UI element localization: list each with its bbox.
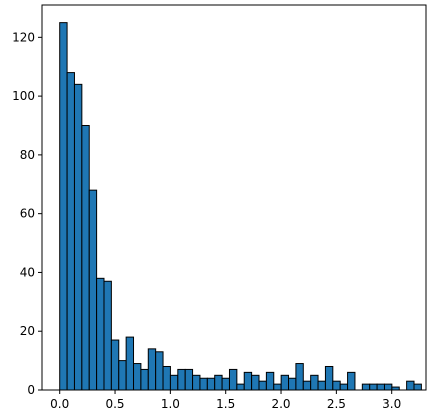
x-tick-label: 3.0 xyxy=(382,397,401,411)
histogram-bar xyxy=(339,383,349,391)
histogram-bar xyxy=(317,380,326,391)
x-tick-label: 0.5 xyxy=(105,397,124,411)
y-tick-label: 60 xyxy=(20,207,35,221)
histogram-bar xyxy=(369,383,378,391)
histogram-bar xyxy=(192,374,201,391)
histogram-bar xyxy=(133,363,142,391)
y-tick-label: 0 xyxy=(27,383,35,397)
histogram-bar xyxy=(110,339,120,391)
histogram-bar xyxy=(310,374,319,391)
histogram-bar xyxy=(88,189,98,391)
histogram-bar xyxy=(295,363,304,391)
histogram-bar xyxy=(140,368,149,391)
histogram-bar xyxy=(162,365,171,391)
histogram-bar xyxy=(361,383,371,391)
y-axis-ticks: 0 20 40 60 80 100 120 xyxy=(12,30,42,397)
histogram-bar xyxy=(118,360,127,391)
y-tick-label: 120 xyxy=(12,30,35,44)
histogram-bar xyxy=(302,380,312,391)
histogram-bar xyxy=(169,374,179,391)
histogram-bar xyxy=(199,377,208,391)
y-tick-label: 80 xyxy=(20,148,35,162)
histogram-bar xyxy=(406,380,415,391)
histogram-bar xyxy=(273,383,282,391)
histogram-bar xyxy=(383,383,393,391)
histogram-bar xyxy=(66,72,75,391)
y-tick-label: 40 xyxy=(20,265,35,279)
histogram-bar xyxy=(288,377,297,391)
histogram-bar xyxy=(177,368,186,391)
histogram-bar xyxy=(206,377,216,391)
histogram-bar xyxy=(236,383,245,391)
histogram-bar xyxy=(228,368,238,391)
x-axis-ticks: 0.0 0.5 1.0 1.5 2.0 2.5 3.0 xyxy=(50,390,401,411)
x-tick-label: 1.5 xyxy=(216,397,235,411)
histogram-bar xyxy=(332,380,341,391)
histogram-bar xyxy=(155,351,164,391)
histogram-bar xyxy=(280,374,290,391)
histogram-bar xyxy=(413,383,422,391)
histogram-bar xyxy=(214,374,223,391)
histogram-bar xyxy=(251,374,260,391)
histogram-bar xyxy=(59,22,68,391)
histogram-bar xyxy=(324,365,334,391)
histogram-bar xyxy=(125,336,135,391)
histogram-bar xyxy=(221,377,230,391)
histogram-bar xyxy=(265,371,275,391)
x-tick-label: 0.0 xyxy=(50,397,69,411)
histogram-bar xyxy=(103,280,112,391)
y-tick-label: 20 xyxy=(20,324,35,338)
histogram-bar xyxy=(347,371,356,391)
x-tick-label: 2.0 xyxy=(271,397,290,411)
histogram-bar xyxy=(96,277,105,391)
histogram-bar xyxy=(81,124,90,391)
histogram-bar xyxy=(258,380,267,391)
histogram-bars xyxy=(59,22,422,391)
y-tick-label: 100 xyxy=(12,89,35,103)
x-tick-label: 1.0 xyxy=(161,397,180,411)
histogram-bar xyxy=(184,368,194,391)
plot-frame xyxy=(41,4,427,391)
histogram-bar xyxy=(147,348,157,391)
x-tick-label: 2.5 xyxy=(327,397,346,411)
histogram-bar xyxy=(376,383,385,391)
histogram-bar xyxy=(243,371,253,391)
histogram-bar xyxy=(73,83,83,391)
